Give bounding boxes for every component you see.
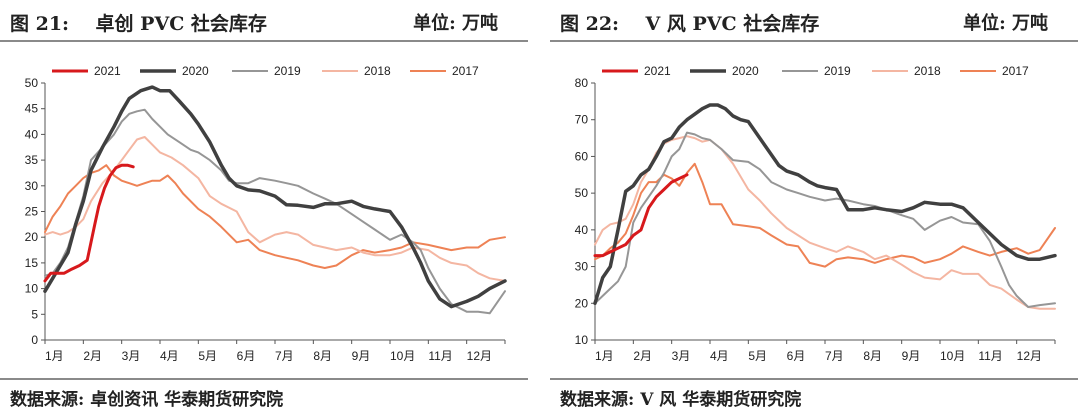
header-rule [0, 40, 528, 42]
x-tick-label: 5月 [748, 349, 767, 363]
x-tick-label: 11月 [428, 349, 452, 363]
x-tick-label: 12月 [467, 349, 492, 363]
legend-label-2019: 2019 [274, 64, 301, 78]
legend-label-2020: 2020 [182, 64, 209, 78]
chart-title: 卓创 PVC 社会库存 [95, 13, 267, 35]
source-note: 数据来源: V 风 华泰期货研究院 [560, 390, 802, 410]
x-tick-label: 6月 [787, 349, 806, 363]
x-tick-label: 5月 [198, 349, 217, 363]
y-tick-label: 25 [25, 205, 39, 219]
x-tick-label: 9月 [902, 349, 921, 363]
x-tick-label: 7月 [825, 349, 844, 363]
figure-label: 图 21: [10, 13, 70, 35]
unit-label: 单位: 万吨 [963, 13, 1048, 34]
footer-rule [0, 378, 528, 380]
x-tick-label: 8月 [313, 349, 332, 363]
y-tick-label: 40 [25, 127, 39, 141]
y-tick-label: 0 [31, 333, 38, 347]
y-tick-label: 10 [25, 282, 39, 296]
y-tick-label: 35 [25, 153, 39, 167]
y-tick-label: 5 [31, 307, 38, 321]
y-tick-label: 80 [575, 76, 589, 90]
x-tick-label: 1月 [45, 349, 64, 363]
x-tick-label: 1月 [595, 349, 614, 363]
legend-label-2019: 2019 [824, 64, 851, 78]
x-tick-label: 12月 [1017, 349, 1042, 363]
x-tick-label: 4月 [160, 349, 179, 363]
x-tick-label: 6月 [237, 349, 256, 363]
series-line-2020 [43, 85, 507, 309]
line-chart-svg: 0 5 10 15 20 25 30 35 40 45 50 1月 2月 3月 4月 5月 6月 7月 8月 9月 10… [25, 64, 507, 363]
x-tick-label: 3月 [672, 349, 691, 363]
figure-title: 图 21: 卓创 PVC 社会库存 [10, 9, 267, 36]
series-line-2018 [44, 136, 506, 282]
legend-label-2017: 2017 [452, 64, 479, 78]
chart-panel-inventory-zhuochuang: 图 21: 卓创 PVC 社会库存 单位: 万吨 0 5 10 15 20 25 30 35 4… [0, 0, 528, 412]
x-tick-label: 3月 [122, 349, 141, 363]
y-tick-label: 30 [575, 260, 589, 274]
x-tick-label: 11月 [978, 349, 1002, 363]
x-tick-label: 2月 [633, 349, 652, 363]
legend-label-2017: 2017 [1002, 64, 1029, 78]
series-line-2021 [43, 163, 135, 283]
x-tick-label: 2月 [83, 349, 102, 363]
legend-label-2018: 2018 [914, 64, 941, 78]
header-rule [550, 40, 1078, 42]
figure-header: 图 21: 卓创 PVC 社会库存 单位: 万吨 [0, 0, 528, 40]
unit-label: 单位: 万吨 [413, 13, 498, 34]
y-tick-label: 45 [25, 102, 39, 116]
chart-title: V 风 PVC 社会库存 [645, 13, 820, 35]
series-line-2019 [44, 108, 506, 315]
line-chart-svg: 10 20 30 40 50 60 70 80 1月 2月 3月 4月 5月 6月 7月 8月 9月 10月 11月… [575, 64, 1057, 363]
series-line-2020 [593, 103, 1057, 306]
legend-label-2018: 2018 [364, 64, 391, 78]
legend-label-2021: 2021 [644, 64, 671, 78]
x-tick-label: 4月 [710, 349, 729, 363]
y-tick-label: 70 [575, 113, 589, 127]
x-tick-label: 9月 [352, 349, 371, 363]
y-tick-label: 20 [25, 230, 39, 244]
y-tick-label: 60 [575, 149, 589, 163]
series-line-2019 [594, 131, 1056, 308]
y-tick-label: 15 [25, 256, 39, 270]
chart-panel-inventory-vfeng: 图 22: V 风 PVC 社会库存 单位: 万吨 10 20 30 40 50 60 70… [550, 0, 1078, 412]
series-line-2017 [594, 162, 1056, 268]
y-tick-label: 20 [575, 296, 589, 310]
x-tick-label: 10月 [390, 349, 415, 363]
x-tick-label: 10月 [940, 349, 965, 363]
y-tick-label: 30 [25, 179, 39, 193]
legend-label-2021: 2021 [94, 64, 121, 78]
source-note: 数据来源: 卓创资讯 华泰期货研究院 [10, 390, 284, 410]
footer-rule [550, 378, 1078, 380]
figure-label: 图 22: [560, 13, 620, 35]
y-tick-label: 50 [25, 76, 39, 90]
y-tick-label: 50 [575, 186, 589, 200]
x-tick-label: 8月 [863, 349, 882, 363]
figure-header: 图 22: V 风 PVC 社会库存 单位: 万吨 [550, 0, 1078, 40]
series-line-2021 [593, 173, 689, 258]
y-tick-label: 40 [575, 223, 589, 237]
series-line-2018 [594, 135, 1056, 310]
legend-label-2020: 2020 [732, 64, 759, 78]
figure-title: 图 22: V 风 PVC 社会库存 [560, 9, 819, 36]
y-tick-label: 10 [575, 333, 589, 347]
x-tick-label: 7月 [275, 349, 294, 363]
